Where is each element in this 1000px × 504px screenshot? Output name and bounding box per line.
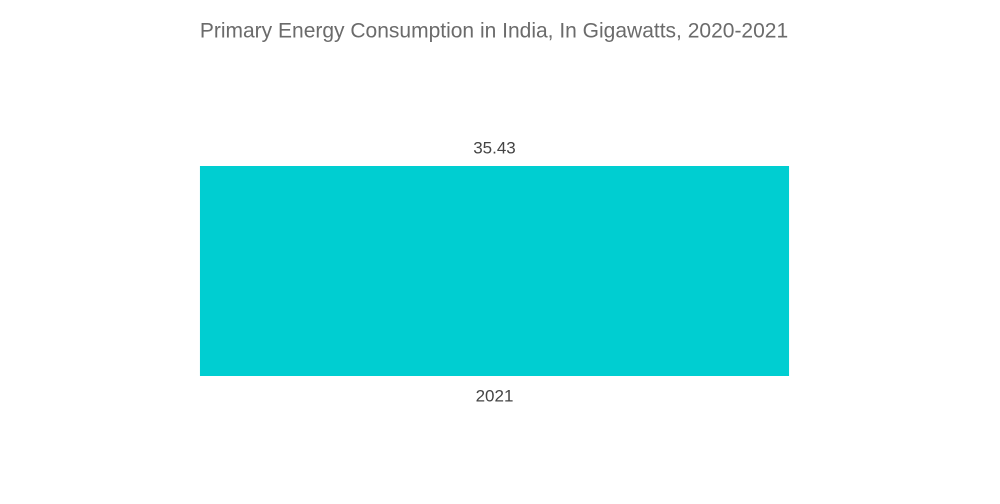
chart-title: Primary Energy Consumption in India, In …: [200, 20, 788, 43]
value-label: 35.43: [473, 138, 516, 157]
bar: [199, 166, 790, 376]
x-tick-label: 2021: [476, 386, 514, 405]
